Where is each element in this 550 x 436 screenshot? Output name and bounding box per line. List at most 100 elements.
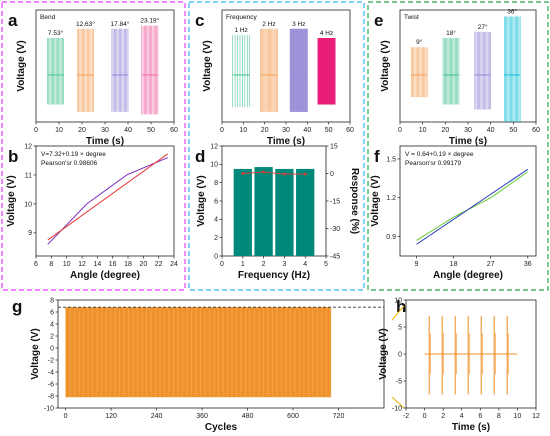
chart-a-xlabel: Time (s) [86,136,124,147]
chart-b-ylabel: Voltage (V) [6,175,17,226]
chart-d-xtick-label: 2 [262,261,266,268]
chart-f-series-line [416,171,529,241]
chart-c-annotation: 3 Hz [292,21,305,28]
chart-g-ytick-label: 2 [50,333,54,340]
chart-h-xlabel: Time (s) [452,422,490,433]
chart-d-ytick-label: 12 [210,143,218,150]
chart-d-response-point [262,170,265,174]
chart-d-xtick-label: 0 [220,261,224,268]
chart-h-xtick-label: 10 [514,413,522,420]
panel-letter-g: g [12,297,22,316]
chart-g-signal-band [65,307,331,398]
chart-g-xtick-label: 720 [333,413,345,420]
chart-e-annotation: 27° [478,23,488,31]
chart-d-response-point [283,172,286,176]
chart-b-xtick-label: 18 [124,261,132,268]
chart-c-xtick-label: 60 [346,127,354,134]
chart-d-ytick-label: 10 [210,162,218,169]
chart-e-signal-group [503,16,521,122]
chart-d-bar [275,168,294,256]
panel-letter-e: e [374,11,383,30]
chart-c-annotation: 2 Hz [262,21,275,28]
chart-a-annotation: 17.84° [111,20,130,28]
chart-f-ytick-label: 1.5 [386,156,396,163]
chart-g-ytick-label: 0 [50,345,54,352]
chart-b-series-line [47,157,168,245]
chart-c-xtick-label: 0 [220,127,224,134]
chart-b-equation: V=7.32+0.19 × degree [41,151,106,158]
chart-a-legend: Bend [40,14,56,21]
chart-c-signal-group [260,28,278,112]
chart-h-xtick-label: 12 [532,413,540,420]
chart-g-xlabel: Cycles [205,422,238,433]
chart-f-xtick-label: 18 [450,261,458,268]
chart-d-xtick-label: 1 [241,261,245,268]
chart-a-xtick-label: 60 [170,127,178,134]
chart-d-bar [296,168,315,256]
chart-d-xtick-label: 3 [282,261,286,268]
chart-f-plot-frame [399,145,537,257]
chart-h-xtick-label: -2 [403,413,409,420]
chart-h-ytick-label: 5 [398,324,402,331]
chart-g-xtick-label: 480 [242,413,254,420]
chart-b-xtick-label: 16 [109,261,117,268]
chart-c-ylabel: Voltage (V) [202,40,213,91]
chart-d-y2tick-label: 0 [330,171,334,178]
chart-f-ytick-label: 1.2 [386,195,396,202]
chart-d-y2tick-label: -15 [330,198,340,205]
chart-f-series-line [416,168,529,245]
chart-e-xtick-label: 20 [441,127,449,134]
chart-a-annotation: 7.53° [48,29,64,37]
chart-e-xtick-label: 10 [419,127,427,134]
chart-b-xtick-label: 20 [139,261,147,268]
chart-g-xtick-label: 120 [105,413,117,420]
chart-b-angle-voltage: 6 8 10 12 14 16 18 20 22 24 9 10 11 12 Angle (degree) V… [6,143,178,281]
chart-d-ytick-label: 2 [214,235,218,242]
chart-e-plot-frame [399,9,537,123]
chart-b-ytick-label: 10 [24,201,32,208]
chart-e-xtick-label: 0 [398,127,402,134]
frame-panels-ef [367,1,549,291]
chart-a-ylabel: Voltage (V) [16,40,27,91]
panel-letter-f: f [374,147,380,166]
chart-h-ytick-label: 0 [398,351,402,358]
chart-g-xtick-label: 600 [287,413,299,420]
chart-a-xtick-label: 50 [147,127,155,134]
panel-letter-c: c [195,11,204,30]
chart-d-y2tick-label: -45 [330,253,340,260]
chart-a-signal-group [77,28,94,112]
chart-c-xtick-label: 20 [261,127,269,134]
chart-g-xtick-label: 0 [64,413,68,420]
chart-h-xtick-label: 0 [423,413,427,420]
chart-h-zoom-time-voltage: -2 0 2 4 6 8 10 12 -10 -5 0 5 10 Time (s) Voltage (V) [378,297,540,433]
chart-g-ytick-label: 4 [50,321,54,328]
chart-g-ylabel: Voltage (V) [30,328,41,379]
panel-letter-b: b [8,147,18,166]
chart-d-bar [233,168,252,256]
chart-c-xtick-label: 30 [282,127,290,134]
chart-h-ytick-label: -10 [392,405,402,412]
chart-b-series-line [47,153,169,241]
chart-g-cycles-voltage: 0 120 240 360 480 600 720 8 6 4 2 0 -2 -4 -6 -8 -10 Cycle… [30,297,385,433]
chart-a-signal-group [47,38,64,105]
chart-e-xtick-label: 30 [464,127,472,134]
chart-a-xtick-label: 30 [101,127,109,134]
chart-e-signal-group [474,31,491,110]
chart-d-ytick-label: 8 [214,180,218,187]
chart-a-annotation: 23.19° [140,17,159,25]
panel-letter-h: h [396,297,406,316]
chart-g-ytick-label: -8 [48,393,54,400]
chart-f-ytick-label: 0.9 [386,234,396,241]
chart-h-xtick-label: 4 [460,413,464,420]
chart-e-annotation: 18° [446,29,456,37]
chart-a-plot-frame [35,9,175,123]
chart-b-xtick-label: 10 [63,261,71,268]
chart-c-legend: Frequency [226,14,257,21]
chart-h-ytick-label: -5 [396,378,402,385]
chart-e-signal-group [442,38,460,105]
chart-b-xtick-label: 6 [34,261,38,268]
chart-d-ylabel: Voltage (V) [196,175,207,226]
chart-c-signal-group [232,34,251,107]
